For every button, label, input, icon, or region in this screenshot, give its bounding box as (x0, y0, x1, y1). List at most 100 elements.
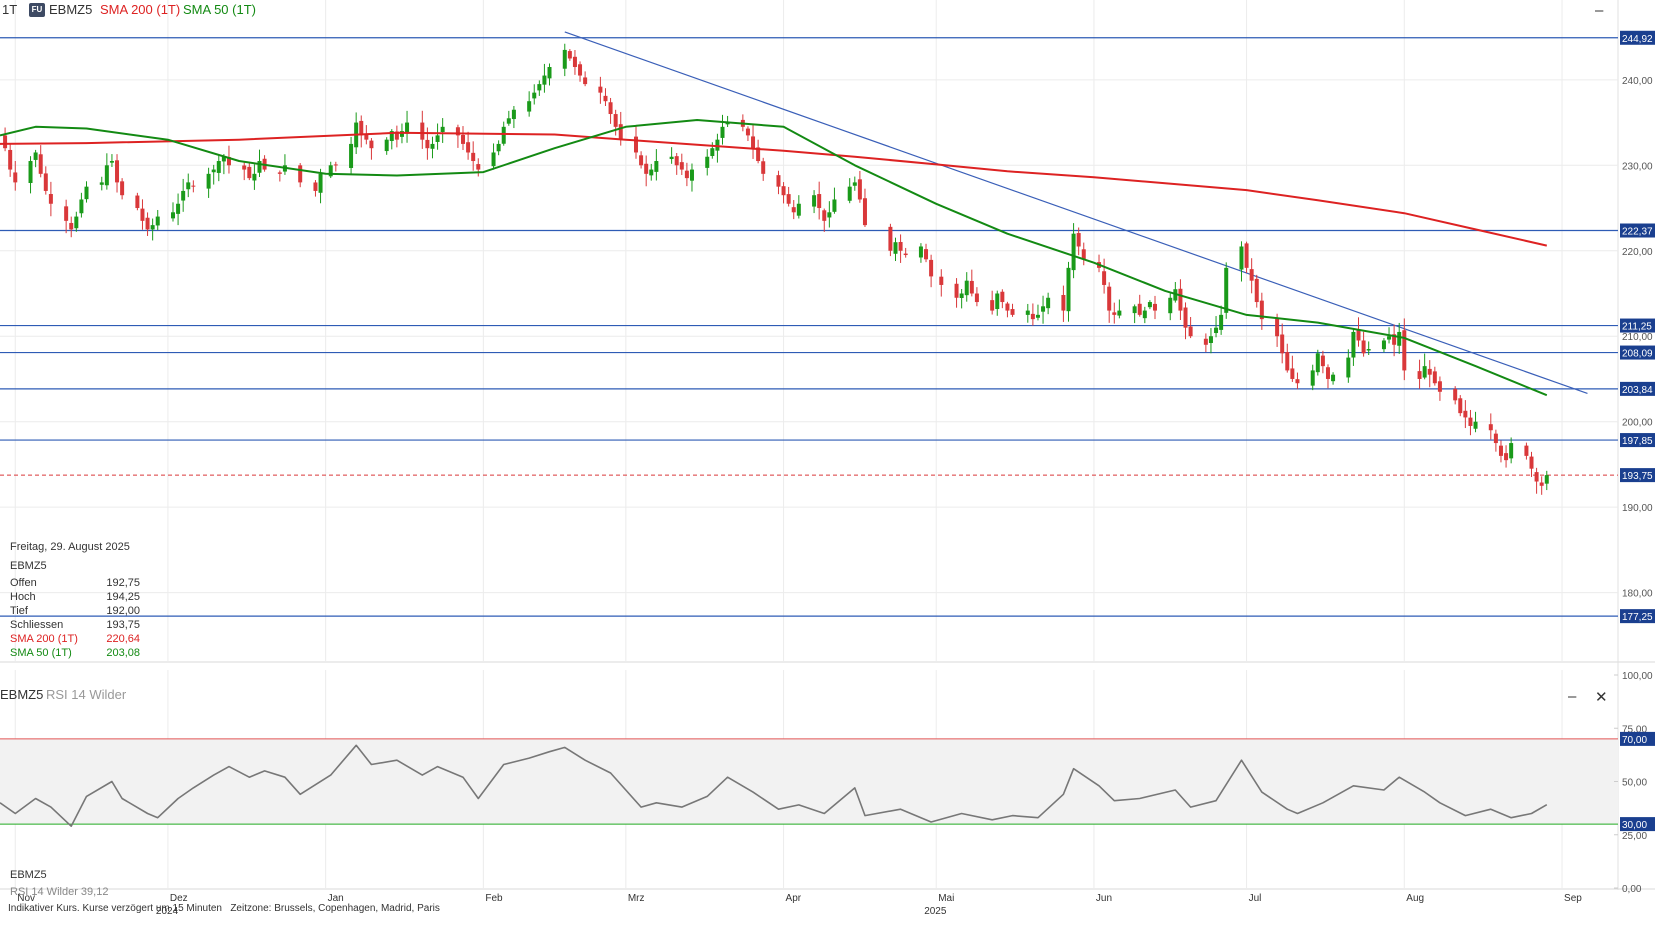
symbol-label[interactable]: EBMZ5 (49, 2, 93, 17)
candle-down (3, 135, 8, 149)
price-level-label: 211,25 (1622, 322, 1652, 333)
candle-up (405, 122, 410, 134)
candle-up (654, 161, 659, 172)
candle-up (1422, 366, 1427, 378)
info-label: Schliessen (10, 619, 64, 631)
rsi-minimize-icon[interactable]: – (1568, 688, 1577, 705)
candle-up (1381, 340, 1386, 350)
candle-down (38, 154, 43, 174)
candle-down (135, 195, 140, 209)
candle-up (216, 161, 221, 173)
candle-down (364, 133, 369, 140)
candle-down (369, 140, 374, 149)
candle-up (537, 84, 542, 91)
info-value: 220,64 (106, 633, 140, 645)
candle-down (1427, 368, 1432, 375)
candle-down (1356, 329, 1361, 341)
x-tick-label: Aug (1406, 893, 1424, 904)
info-label: Tief (10, 605, 28, 617)
rsi-title[interactable]: RSI 14 Wilder (46, 687, 127, 702)
candle-down (862, 198, 867, 226)
candle-down (857, 179, 862, 200)
candle-down (751, 136, 756, 149)
candle-up (186, 182, 191, 190)
rsi-y-tick-label: 100,00 (1622, 671, 1653, 682)
price-level-label: 197,85 (1622, 436, 1653, 447)
candle-up (211, 169, 216, 173)
candle-up (649, 169, 654, 176)
minimize-icon[interactable]: – (1595, 2, 1604, 19)
candle-down (1361, 340, 1366, 354)
downtrend-line (564, 31, 1588, 395)
y-tick-label: 220,00 (1622, 247, 1653, 258)
trendline (564, 31, 1588, 395)
candle-up (28, 161, 33, 183)
candle-down (1290, 368, 1295, 379)
candle-down (1178, 288, 1183, 311)
footer-timezone: Zeitzone: Brussels, Copenhagen, Madrid, … (230, 903, 440, 914)
candle-down (903, 253, 908, 256)
candle-up (959, 293, 964, 299)
rsi-level-label: 30,00 (1622, 820, 1647, 831)
candle-down (924, 249, 929, 260)
candle-up (440, 126, 445, 133)
sma200-legend[interactable]: SMA 200 (1T) (100, 2, 181, 17)
candle-down (120, 181, 125, 196)
y-tick-label: 240,00 (1622, 76, 1653, 87)
candle-up (1397, 331, 1402, 346)
candle-down (567, 51, 572, 59)
x-tick-label: Mai (938, 893, 954, 904)
candle-up (1346, 357, 1351, 378)
rsi-info-value: RSI 14 Wilder 39,12 (10, 886, 109, 898)
info-value: 193,75 (106, 619, 140, 631)
candle-down (929, 259, 934, 277)
candle-up (918, 246, 923, 258)
candle-down (618, 124, 623, 140)
candle-down (756, 147, 761, 162)
candle-down (247, 166, 252, 179)
candle-up (1310, 370, 1315, 386)
candle-down (603, 95, 608, 102)
candle-up (852, 182, 857, 186)
x-tick-label: Nov (17, 893, 35, 904)
candle-down (822, 210, 827, 221)
candle-up (1366, 349, 1371, 351)
candle-up (1041, 306, 1046, 312)
candle-down (333, 164, 338, 166)
candle-down (817, 194, 822, 209)
last-price-label: 193,75 (1622, 471, 1653, 482)
candle-up (1473, 421, 1478, 429)
candle-down (781, 186, 786, 196)
candle-up (506, 118, 511, 124)
candle-down (1539, 482, 1544, 486)
candle-down (1102, 271, 1107, 285)
candle-up (689, 169, 694, 181)
candle-up (725, 122, 730, 125)
candle-down (1392, 334, 1397, 345)
x-tick-label: Sep (1564, 893, 1582, 904)
candle-up (532, 92, 537, 99)
rsi-y-tick-label: 75,00 (1622, 724, 1647, 735)
y-tick-label: 190,00 (1622, 503, 1653, 514)
candle-down (1463, 410, 1468, 418)
last-price-badge (1620, 468, 1655, 483)
candle-down (1320, 355, 1325, 367)
candle-down (1259, 300, 1264, 320)
interval-label[interactable]: 1T (2, 2, 18, 17)
horizontal-lines: 244,92 222,37 211,25 208,09 203,84 197,85 177,… (0, 30, 1655, 624)
sma50-legend[interactable]: SMA 50 (1T) (183, 2, 256, 17)
candle-down (1244, 243, 1249, 268)
candle-down (1152, 303, 1157, 311)
candle-down (1295, 379, 1300, 384)
rsi-symbol[interactable]: EBMZ5 (0, 687, 44, 702)
candle-down (1275, 318, 1280, 337)
candle-up (1132, 306, 1137, 314)
candle-down (974, 293, 979, 303)
candle-up (176, 203, 181, 214)
candle-down (48, 194, 53, 204)
candle-down (69, 222, 74, 230)
rsi-close-icon[interactable]: ✕ (1595, 689, 1608, 706)
candle-up (1544, 475, 1549, 484)
candle-down (1081, 249, 1086, 260)
